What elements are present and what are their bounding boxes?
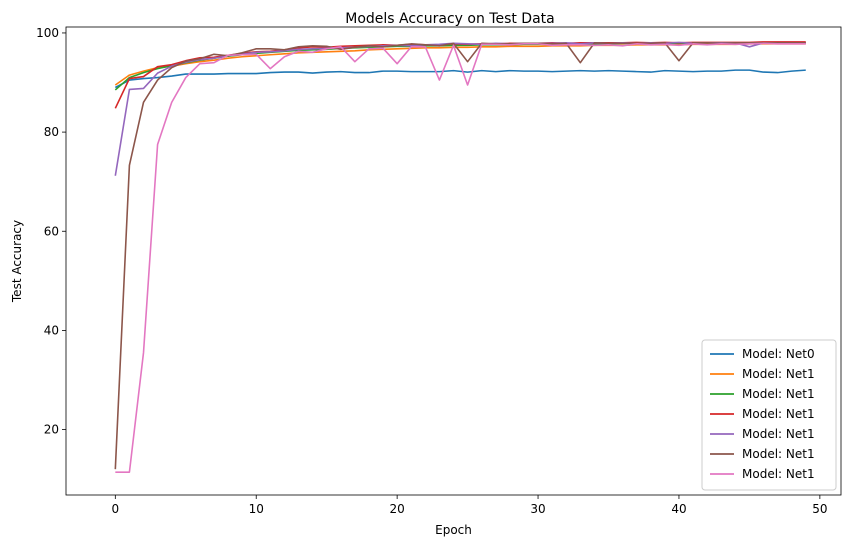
- plot-frame: [65, 26, 842, 496]
- y-tick-label: 100: [36, 26, 59, 40]
- x-axis-label: Epoch: [435, 523, 472, 537]
- legend-box: [701, 339, 837, 491]
- x-tick-label: 50: [812, 502, 827, 516]
- y-tick-label: 40: [44, 323, 59, 337]
- y-axis-label: Test Accuracy: [10, 220, 24, 303]
- legend-entry: Model: Net1: [742, 447, 815, 461]
- series-line-6: [115, 42, 806, 473]
- axes-layer: 0 10 20 30 40 50 20 40 60 80 100: [36, 26, 827, 516]
- legend: Model: Net0 Model: Net1 Model: Net1 Model: …: [701, 339, 837, 491]
- x-tick-label: 30: [530, 502, 545, 516]
- legend-entry: Model: Net1: [742, 387, 815, 401]
- legend-entry: Model: Net1: [742, 427, 815, 441]
- y-tick-label: 80: [44, 125, 59, 139]
- legend-entry: Model: Net1: [742, 467, 815, 481]
- x-tick-label: 0: [111, 502, 119, 516]
- x-tick-label: 40: [671, 502, 686, 516]
- series-layer: [114, 41, 806, 473]
- series-line-0: [114, 69, 806, 89]
- legend-entry: Model: Net1: [742, 367, 815, 381]
- x-tick-label: 10: [249, 502, 264, 516]
- x-tick-label: 20: [389, 502, 404, 516]
- y-tick-label: 20: [44, 423, 59, 437]
- chart-title: Models Accuracy on Test Data: [345, 11, 554, 27]
- y-tick-label: 60: [44, 224, 59, 238]
- legend-entry: Model: Net1: [742, 407, 815, 421]
- legend-entry: Model: Net0: [742, 347, 815, 361]
